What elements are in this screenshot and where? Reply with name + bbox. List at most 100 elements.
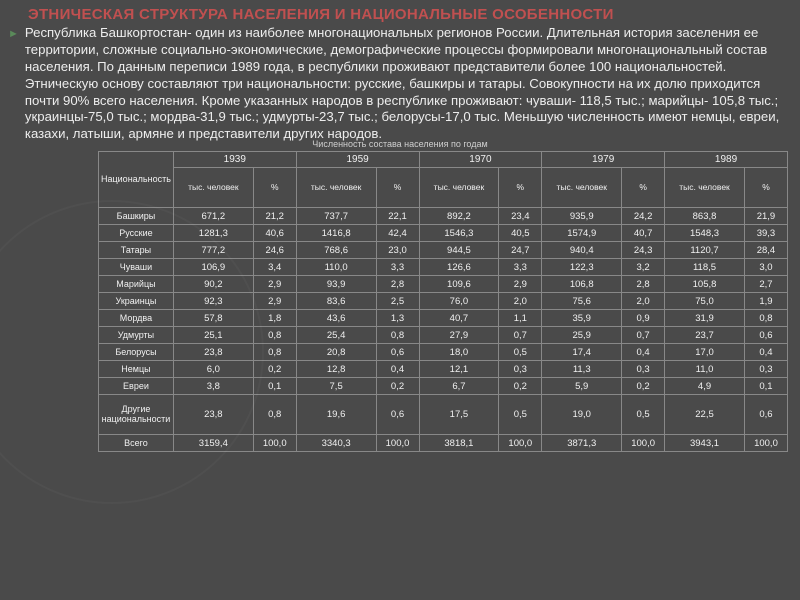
cell: 35,9 <box>542 310 622 327</box>
cell: 20,8 <box>296 344 376 361</box>
cell: 40,7 <box>622 225 665 242</box>
col-thousands: тыс. человек <box>665 168 745 208</box>
col-percent: % <box>499 168 542 208</box>
row-label: Немцы <box>99 361 174 378</box>
cell: 11,0 <box>665 361 745 378</box>
cell: 2,0 <box>622 293 665 310</box>
cell: 6,7 <box>419 378 499 395</box>
cell: 19,0 <box>542 395 622 435</box>
cell: 0,8 <box>253 395 296 435</box>
cell: 23,4 <box>499 208 542 225</box>
cell: 0,1 <box>253 378 296 395</box>
cell: 4,9 <box>665 378 745 395</box>
cell: 40,5 <box>499 225 542 242</box>
cell: 1416,8 <box>296 225 376 242</box>
cell: 3,4 <box>253 259 296 276</box>
header-row-years: Национальность 1939 1959 1970 1979 1989 <box>99 152 788 168</box>
cell: 126,6 <box>419 259 499 276</box>
cell: 1,1 <box>499 310 542 327</box>
cell: 18,0 <box>419 344 499 361</box>
cell: 0,8 <box>744 310 787 327</box>
table-body: Башкиры671,221,2737,722,1892,223,4935,92… <box>99 208 788 452</box>
cell: 2,5 <box>376 293 419 310</box>
cell: 0,8 <box>376 327 419 344</box>
cell: 0,9 <box>622 310 665 327</box>
cell: 43,6 <box>296 310 376 327</box>
col-year-2: 1970 <box>419 152 542 168</box>
cell: 3,3 <box>376 259 419 276</box>
row-label: Другие национальности <box>99 395 174 435</box>
col-thousands: тыс. человек <box>542 168 622 208</box>
cell: 2,8 <box>376 276 419 293</box>
cell: 777,2 <box>173 242 253 259</box>
cell: 24,7 <box>499 242 542 259</box>
table-row: Татары777,224,6768,623,0944,524,7940,424… <box>99 242 788 259</box>
cell: 31,9 <box>665 310 745 327</box>
cell: 0,5 <box>499 395 542 435</box>
cell: 110,0 <box>296 259 376 276</box>
table-row: Евреи3,80,17,50,26,70,25,90,24,90,1 <box>99 378 788 395</box>
population-table-container: Национальность 1939 1959 1970 1979 1989 … <box>98 151 788 452</box>
cell: 11,3 <box>542 361 622 378</box>
page-title: ЭТНИЧЕСКАЯ СТРУКТУРА НАСЕЛЕНИЯ И НАЦИОНА… <box>0 0 800 25</box>
col-year-3: 1979 <box>542 152 665 168</box>
cell: 0,6 <box>376 344 419 361</box>
cell: 83,6 <box>296 293 376 310</box>
cell: 1120,7 <box>665 242 745 259</box>
row-label: Чуваши <box>99 259 174 276</box>
cell: 12,8 <box>296 361 376 378</box>
cell: 1,9 <box>744 293 787 310</box>
cell: 3159,4 <box>173 435 253 452</box>
cell: 21,9 <box>744 208 787 225</box>
cell: 100,0 <box>253 435 296 452</box>
cell: 23,8 <box>173 344 253 361</box>
cell: 100,0 <box>376 435 419 452</box>
cell: 100,0 <box>622 435 665 452</box>
row-label: Всего <box>99 435 174 452</box>
row-label: Марийцы <box>99 276 174 293</box>
cell: 940,4 <box>542 242 622 259</box>
cell: 671,2 <box>173 208 253 225</box>
table-row: Русские1281,340,61416,842,41546,340,5157… <box>99 225 788 242</box>
cell: 1,8 <box>253 310 296 327</box>
cell: 0,7 <box>622 327 665 344</box>
cell: 24,3 <box>622 242 665 259</box>
cell: 0,3 <box>744 361 787 378</box>
cell: 106,9 <box>173 259 253 276</box>
cell: 28,4 <box>744 242 787 259</box>
cell: 3943,1 <box>665 435 745 452</box>
col-year-4: 1989 <box>665 152 788 168</box>
cell: 23,8 <box>173 395 253 435</box>
cell: 3340,3 <box>296 435 376 452</box>
table-row: Украинцы92,32,983,62,576,02,075,62,075,0… <box>99 293 788 310</box>
cell: 22,5 <box>665 395 745 435</box>
cell: 75,6 <box>542 293 622 310</box>
header-row-sub: тыс. человек%тыс. человек%тыс. человек%т… <box>99 168 788 208</box>
cell: 76,0 <box>419 293 499 310</box>
table-head: Национальность 1939 1959 1970 1979 1989 … <box>99 152 788 208</box>
row-label: Татары <box>99 242 174 259</box>
cell: 0,6 <box>376 395 419 435</box>
cell: 17,4 <box>542 344 622 361</box>
cell: 23,7 <box>665 327 745 344</box>
cell: 3,8 <box>173 378 253 395</box>
cell: 40,6 <box>253 225 296 242</box>
table-row: Марийцы90,22,993,92,8109,62,9106,82,8105… <box>99 276 788 293</box>
cell: 768,6 <box>296 242 376 259</box>
table-row-other: Другие национальности23,80,819,60,617,50… <box>99 395 788 435</box>
col-percent: % <box>622 168 665 208</box>
cell: 23,0 <box>376 242 419 259</box>
table-row: Мордва57,81,843,61,340,71,135,90,931,90,… <box>99 310 788 327</box>
cell: 42,4 <box>376 225 419 242</box>
cell: 2,9 <box>499 276 542 293</box>
cell: 935,9 <box>542 208 622 225</box>
col-nationality: Национальность <box>99 152 174 208</box>
cell: 24,2 <box>622 208 665 225</box>
cell: 0,3 <box>622 361 665 378</box>
cell: 7,5 <box>296 378 376 395</box>
cell: 90,2 <box>173 276 253 293</box>
cell: 3,0 <box>744 259 787 276</box>
cell: 0,8 <box>253 327 296 344</box>
cell: 0,3 <box>499 361 542 378</box>
cell: 109,6 <box>419 276 499 293</box>
